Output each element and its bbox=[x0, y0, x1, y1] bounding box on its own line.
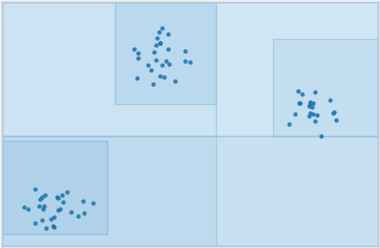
Point bbox=[312, 90, 318, 94]
Point bbox=[147, 68, 154, 72]
Point bbox=[166, 62, 172, 66]
Point bbox=[25, 207, 31, 211]
Point bbox=[130, 47, 136, 51]
Point bbox=[55, 196, 61, 200]
Point bbox=[145, 63, 151, 67]
Point bbox=[330, 111, 336, 115]
Point bbox=[172, 79, 178, 83]
Point bbox=[80, 199, 86, 203]
Point bbox=[286, 122, 292, 126]
Point bbox=[135, 56, 141, 60]
Bar bbox=[2, 136, 216, 246]
Point bbox=[55, 208, 61, 212]
Point bbox=[333, 118, 339, 122]
Point bbox=[51, 225, 57, 229]
Point bbox=[81, 211, 87, 215]
Point bbox=[309, 105, 315, 109]
Point bbox=[299, 93, 306, 96]
Point bbox=[182, 59, 188, 63]
Point bbox=[306, 114, 312, 118]
Bar bbox=[2, 136, 378, 246]
Bar bbox=[2, 141, 107, 234]
Point bbox=[21, 205, 27, 209]
Point bbox=[57, 207, 63, 211]
Point bbox=[157, 41, 163, 45]
Point bbox=[51, 224, 57, 228]
Point bbox=[331, 110, 337, 114]
Point bbox=[48, 217, 54, 221]
Point bbox=[312, 119, 318, 123]
Point bbox=[157, 41, 163, 45]
Point bbox=[59, 193, 65, 197]
Point bbox=[64, 189, 70, 193]
Point bbox=[159, 26, 165, 30]
Point bbox=[51, 215, 57, 219]
Point bbox=[307, 111, 314, 115]
Point bbox=[163, 59, 169, 63]
Point bbox=[156, 31, 162, 34]
Point bbox=[295, 89, 301, 93]
Point bbox=[40, 207, 46, 211]
Point bbox=[161, 75, 167, 79]
Bar bbox=[273, 39, 378, 136]
Point bbox=[41, 204, 47, 208]
Point bbox=[327, 98, 333, 102]
Bar bbox=[216, 2, 378, 136]
Point bbox=[182, 49, 188, 53]
Bar bbox=[115, 2, 216, 104]
Point bbox=[154, 36, 160, 40]
Point bbox=[90, 201, 97, 205]
Point bbox=[318, 134, 324, 138]
Point bbox=[151, 50, 157, 54]
Point bbox=[36, 204, 42, 208]
Point bbox=[159, 63, 165, 67]
Point bbox=[32, 187, 38, 191]
Point bbox=[307, 102, 313, 106]
Point bbox=[39, 195, 45, 199]
Point bbox=[41, 193, 48, 197]
Point bbox=[60, 200, 66, 204]
Point bbox=[157, 74, 163, 78]
Point bbox=[43, 226, 49, 230]
Point bbox=[39, 218, 45, 222]
Point bbox=[150, 82, 156, 86]
Point bbox=[153, 43, 159, 47]
Point bbox=[32, 221, 38, 225]
Point bbox=[153, 58, 159, 62]
Point bbox=[187, 60, 193, 64]
Point bbox=[134, 76, 140, 80]
Point bbox=[297, 101, 303, 105]
Bar bbox=[2, 2, 378, 136]
Point bbox=[75, 215, 81, 218]
Point bbox=[296, 101, 302, 105]
Point bbox=[306, 104, 312, 108]
Point bbox=[292, 112, 298, 116]
Point bbox=[165, 47, 171, 51]
Point bbox=[54, 195, 60, 199]
Bar bbox=[2, 2, 216, 136]
Point bbox=[310, 112, 316, 116]
Point bbox=[68, 210, 74, 214]
Point bbox=[307, 100, 313, 104]
Point bbox=[314, 113, 320, 117]
Point bbox=[165, 32, 171, 36]
Point bbox=[37, 197, 43, 201]
Point bbox=[310, 101, 316, 105]
Point bbox=[135, 51, 141, 55]
